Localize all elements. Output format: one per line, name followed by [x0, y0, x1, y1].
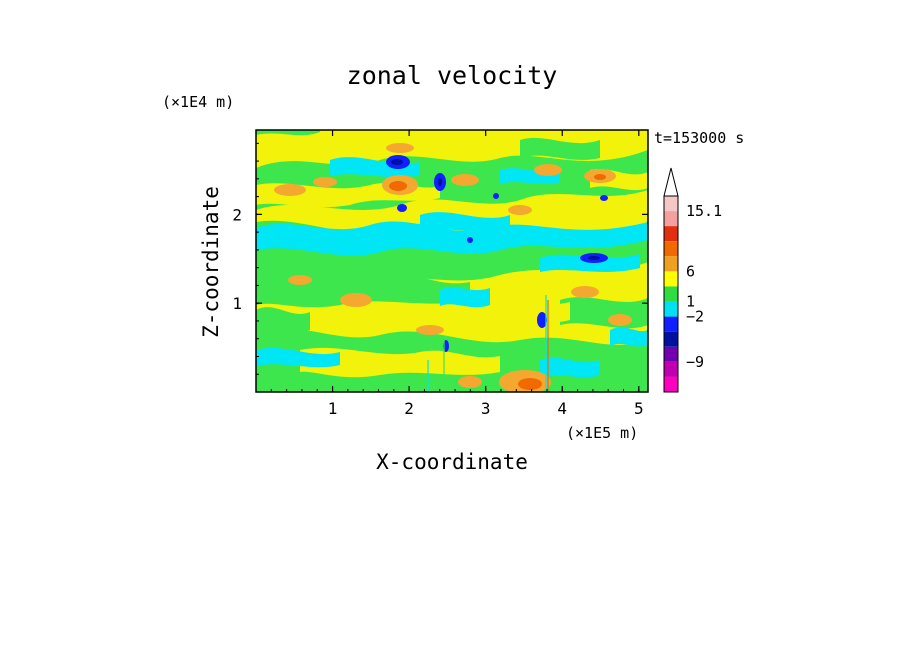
y-tick-label: 1 — [232, 294, 242, 313]
x-tick-label: 4 — [557, 399, 567, 418]
colorbar-segment — [664, 376, 678, 392]
colorbar-segment — [664, 271, 678, 287]
colorbar-label: 6 — [686, 262, 695, 280]
colorbar-label: 15.1 — [686, 202, 722, 220]
colorbar-labels: 15.1 6 1−2 −9 — [686, 202, 722, 371]
colorbar-segment — [664, 346, 678, 362]
x-axis-title: X-coordinate — [376, 450, 528, 474]
colorbar-label: 1 — [686, 293, 695, 311]
colorbar-label: −9 — [686, 353, 704, 371]
y-unit-label: (×1E4 m) — [162, 93, 234, 111]
colorbar-segment — [664, 286, 678, 302]
streaks — [427, 295, 549, 392]
x-tick-label: 2 — [404, 399, 414, 418]
colorbar-segment — [664, 241, 678, 257]
colorbar-segment — [664, 211, 678, 227]
x-axis-ticks: 1 2 3 4 5 — [270, 130, 644, 418]
x-tick-label: 3 — [481, 399, 491, 418]
cyan-regions — [256, 157, 648, 378]
x-tick-label: 5 — [634, 399, 644, 418]
colorbar-segment — [664, 196, 678, 212]
red-orange-regions — [389, 174, 606, 390]
colorbar-frame — [663, 195, 679, 393]
colorbar-label: −2 — [686, 308, 704, 326]
colorbar-top-arrow — [663, 167, 679, 197]
y-tick-label: 2 — [232, 205, 242, 224]
colorbar-segment — [664, 316, 678, 332]
plot-frame — [255, 129, 649, 393]
x-unit-label: (×1E5 m) — [566, 424, 638, 442]
time-label: t=153000 s — [654, 129, 744, 147]
contour-field — [256, 130, 648, 392]
y-axis-ticks: 12 — [232, 142, 648, 375]
colorbar-segment — [664, 361, 678, 377]
colorbar-segment — [664, 301, 678, 317]
colorbar-segment — [664, 331, 678, 347]
colorbar — [663, 167, 679, 393]
colorbar-segment — [664, 256, 678, 272]
y-axis-title: Z-coordinate — [199, 186, 223, 338]
navy-regions — [391, 159, 600, 260]
chart-title: zonal velocity — [347, 61, 558, 90]
x-tick-label: 1 — [328, 399, 338, 418]
colorbar-segment — [664, 226, 678, 242]
